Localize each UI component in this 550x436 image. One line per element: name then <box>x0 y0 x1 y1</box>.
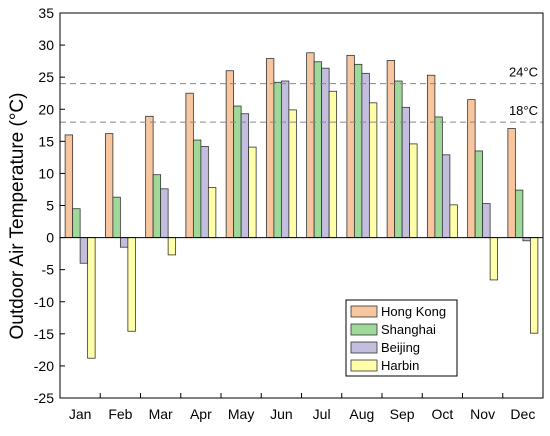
bar-harbin-mar <box>167 237 177 256</box>
bar-shanghai-dec <box>514 189 524 238</box>
y-tick-label: -10 <box>34 294 54 310</box>
bar-hong-kong-oct <box>426 74 436 238</box>
y-tick-label: -25 <box>34 390 54 406</box>
x-tick-label: Nov <box>470 406 495 422</box>
bar-harbin-may <box>248 146 257 238</box>
legend-swatch <box>350 305 378 318</box>
bar-shanghai-jan <box>72 208 81 238</box>
bar-shanghai-jul <box>313 61 323 238</box>
bar-hong-kong-jul <box>306 52 315 238</box>
bar-shanghai-oct <box>434 116 443 238</box>
bar-shanghai-nov <box>474 150 484 238</box>
bar-beijing-feb <box>119 237 129 248</box>
legend-label: Harbin <box>381 358 419 373</box>
y-tick-label: -5 <box>42 262 55 278</box>
legend-swatch <box>350 323 378 336</box>
bar-beijing-jun <box>280 80 290 238</box>
legend-swatch <box>350 341 378 354</box>
y-tick-label: 0 <box>46 230 54 246</box>
legend-label: Beijing <box>381 340 420 355</box>
bar-harbin-aug <box>368 102 378 238</box>
bar-hong-kong-may <box>225 70 235 238</box>
x-tick-label: Oct <box>431 406 453 422</box>
bar-harbin-jul <box>328 90 338 238</box>
x-tick-label: Mar <box>149 406 173 422</box>
bar-hong-kong-sep <box>386 60 396 238</box>
x-tick-label: Feb <box>108 406 132 422</box>
bar-hong-kong-aug <box>346 54 355 238</box>
y-axis-title: Outdoor Air Temperature (°C) <box>7 93 28 340</box>
bar-beijing-aug <box>361 72 370 238</box>
x-tick-label: May <box>228 406 254 422</box>
bar-shanghai-jun <box>273 81 282 238</box>
bar-shanghai-may <box>233 105 242 238</box>
y-tick-label: 10 <box>38 165 54 181</box>
legend: Hong Kong Shanghai Beijing Harbin <box>345 299 458 377</box>
bar-harbin-jan <box>87 237 96 359</box>
bar-harbin-apr <box>207 187 217 238</box>
bar-beijing-apr <box>200 146 209 238</box>
bar-shanghai-sep <box>394 80 403 238</box>
bars-layer <box>64 52 539 359</box>
bar-harbin-oct <box>449 204 458 238</box>
bar-harbin-jun <box>288 109 297 238</box>
bar-beijing-sep <box>401 106 411 238</box>
y-tick-label: 25 <box>38 69 54 85</box>
bar-beijing-jul <box>321 67 330 238</box>
reference-lines-layer: 24°C 18°C <box>60 65 543 123</box>
bar-hong-kong-feb <box>104 133 114 238</box>
x-tick-label: Jul <box>313 406 331 422</box>
bar-beijing-mar <box>160 188 169 238</box>
y-tick-label: 5 <box>46 198 54 214</box>
bar-beijing-may <box>240 113 250 238</box>
x-tick-label: Dec <box>510 406 535 422</box>
bar-shanghai-apr <box>192 139 202 238</box>
legend-swatch <box>350 359 378 372</box>
y-tick-label: 15 <box>38 133 54 149</box>
x-tick-label: Aug <box>349 406 374 422</box>
bar-shanghai-aug <box>353 63 363 238</box>
y-tick-label: 20 <box>38 101 54 117</box>
y-tick-label: 30 <box>38 37 54 53</box>
bar-hong-kong-mar <box>145 115 154 238</box>
bar-beijing-nov <box>482 203 491 238</box>
bar-shanghai-feb <box>112 196 121 238</box>
reference-label-18: 18°C <box>509 103 538 118</box>
y-tick-label: 35 <box>38 5 54 21</box>
bar-hong-kong-nov <box>467 99 476 238</box>
x-tick-label: Apr <box>190 406 212 422</box>
x-tick-label: Jan <box>69 406 92 422</box>
bar-hong-kong-jun <box>265 58 275 238</box>
axes-layer: -25 -20 -15 -10 -5 0 5 10 15 20 25 30 35 Jan Feb Mar Apr… <box>34 5 544 422</box>
y-tick-label: -20 <box>34 358 54 374</box>
bar-shanghai-mar <box>152 174 162 238</box>
bar-hong-kong-apr <box>185 92 194 238</box>
legend-label: Shanghai <box>381 322 436 337</box>
bar-beijing-jan <box>79 237 89 264</box>
bar-hong-kong-dec <box>507 128 516 238</box>
bar-hong-kong-jan <box>64 134 74 238</box>
bar-harbin-dec <box>529 237 539 334</box>
y-tick-label: -15 <box>34 326 54 342</box>
x-tick-label: Jun <box>270 406 293 422</box>
reference-label-24: 24°C <box>509 65 538 80</box>
x-tick-label: Sep <box>390 406 415 422</box>
bar-harbin-feb <box>127 237 136 332</box>
legend-label: Hong Kong <box>381 304 446 319</box>
bar-harbin-nov <box>489 237 499 281</box>
bar-beijing-oct <box>441 154 451 238</box>
bar-harbin-sep <box>409 143 418 238</box>
